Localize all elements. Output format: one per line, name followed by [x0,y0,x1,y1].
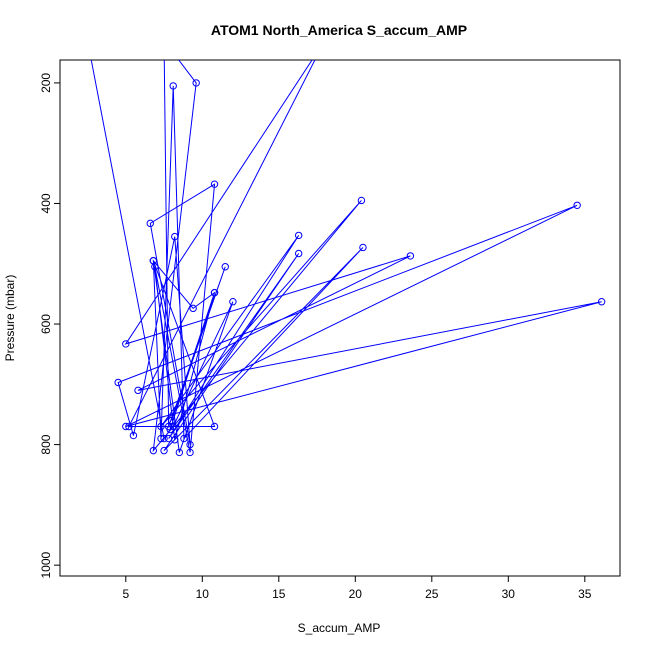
data-point [160,434,168,443]
plot-frame [59,59,621,577]
data-point [210,288,219,297]
data-point [210,422,219,431]
data-point [359,243,367,252]
data-point [294,231,303,240]
y-tick-label: 1000 [39,551,53,578]
data-point [149,257,158,265]
data-point [129,431,138,440]
data-point [122,340,130,348]
data-point [189,304,197,313]
data-point [221,263,229,271]
y-axis-label: Pressure (mbar) [3,275,17,362]
data-point [160,446,168,455]
data-point [122,422,130,431]
data-point [573,201,581,209]
data-point [192,79,200,87]
data-point [210,180,219,188]
data-point [406,252,415,260]
x-tick-label: 30 [502,587,516,601]
data-point [164,422,173,431]
y-axis-ticks: 200 400 600 800 1000 [39,73,60,579]
data-point [125,422,133,431]
y-tick-label: 600 [39,314,53,334]
x-tick-label: 20 [349,587,363,601]
data-point [169,82,177,90]
x-tick-label: 5 [122,587,129,601]
x-tick-label: 15 [272,587,286,601]
x-tick-label: 10 [196,587,210,601]
y-tick-label: 800 [39,434,53,454]
y-tick-label: 400 [39,193,53,213]
data-point [186,440,194,449]
data-point [294,249,303,258]
data-point [146,219,154,228]
data-point [157,422,165,431]
data-point [175,448,184,457]
data-point [134,386,142,395]
data-point [229,298,237,306]
x-axis-label: S_accum_AMP [298,621,381,635]
data-point [186,448,194,457]
data-point [180,434,188,443]
chart-title: ATOM1 North_America S_accum_AMP [211,22,467,38]
x-axis-ticks: 5 10 15 20 25 30 35 [122,576,592,601]
data-point [171,232,179,241]
data-point [157,434,165,443]
y-tick-label: 200 [39,73,53,93]
data-point [357,196,366,205]
series-line [90,60,602,453]
x-tick-label: 35 [578,587,592,601]
data-point [597,298,606,306]
data-point [171,436,179,444]
data-point [114,378,122,387]
data-point [169,422,177,431]
x-tick-label: 25 [425,587,439,601]
series-layer [90,60,606,457]
data-point [149,446,158,455]
